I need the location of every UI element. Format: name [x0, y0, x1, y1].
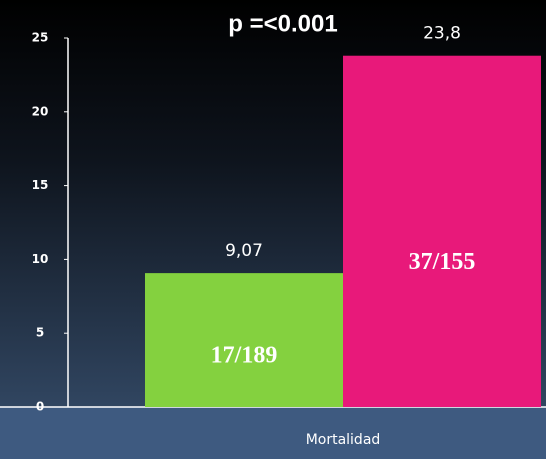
y-tick-label: 20 [32, 104, 49, 118]
bar [343, 55, 541, 407]
bar [145, 273, 343, 407]
inner-label: 17/189 [211, 343, 278, 369]
inner-label: 37/155 [409, 249, 476, 275]
value-label: 9,07 [225, 241, 263, 261]
x-tick-label: Mortalidad [306, 432, 381, 448]
value-label: 23,8 [423, 24, 461, 44]
y-tick-label: 10 [32, 252, 49, 266]
p-value: p =<0.001 [228, 10, 337, 37]
category-band [0, 407, 546, 459]
y-tick-label: 25 [32, 31, 49, 45]
y-tick-label: 5 [36, 326, 44, 340]
y-tick-label: 15 [32, 178, 49, 192]
